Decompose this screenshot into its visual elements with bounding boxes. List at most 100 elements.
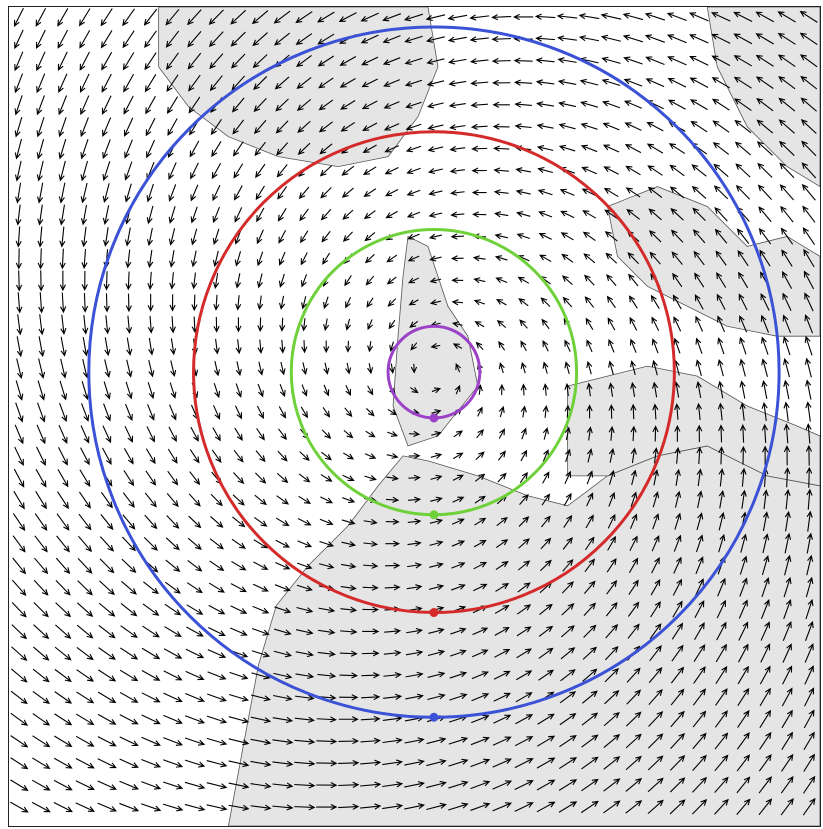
wind-arrow <box>781 270 793 289</box>
wind-arrow <box>691 799 708 815</box>
wind-arrow <box>16 314 23 336</box>
wind-arrow <box>122 30 135 49</box>
wind-arrow <box>762 511 769 532</box>
wind-arrow <box>338 738 360 745</box>
wind-arrow <box>600 12 622 20</box>
wind-arrow <box>586 360 593 375</box>
wind-arrow <box>783 379 790 400</box>
wind-arrow <box>255 450 266 463</box>
wind-arrow <box>541 493 551 506</box>
wind-arrow <box>384 584 401 591</box>
wind-arrow <box>586 470 594 485</box>
wind-arrow <box>804 335 813 356</box>
wind-arrow <box>10 712 29 726</box>
wind-arrow <box>520 340 527 352</box>
wind-arrow <box>780 798 794 816</box>
wind-arrow <box>273 628 292 636</box>
wind-arrow <box>431 409 442 416</box>
wind-arrow <box>564 361 571 375</box>
wind-arrow <box>212 250 219 268</box>
wind-arrow <box>517 582 531 593</box>
wind-arrow <box>301 362 308 376</box>
wind-arrow <box>535 35 555 42</box>
wind-arrow <box>560 210 575 219</box>
wind-arrow <box>448 758 469 767</box>
wind-arrow <box>603 733 621 749</box>
blue-circle-marker <box>429 712 439 722</box>
wind-arrow <box>235 361 242 377</box>
wind-arrow <box>213 360 221 377</box>
wind-arrow <box>630 381 637 398</box>
wind-arrow <box>669 799 686 815</box>
wind-arrow <box>672 294 682 310</box>
wind-arrow <box>339 78 356 88</box>
wind-arrow <box>647 186 663 198</box>
wind-arrow <box>696 490 704 509</box>
wind-arrow <box>604 689 620 705</box>
wind-arrow <box>718 511 726 531</box>
wind-arrow <box>762 533 770 554</box>
wind-arrow <box>452 496 465 503</box>
wind-arrow <box>783 423 790 444</box>
wind-arrow <box>581 690 598 704</box>
wind-arrow <box>361 56 379 66</box>
wind-arrow <box>739 577 748 597</box>
wind-arrow <box>145 95 156 115</box>
wind-arrow <box>278 230 287 244</box>
wind-arrow <box>404 803 426 810</box>
wind-arrow <box>257 317 264 333</box>
wind-arrow <box>492 736 512 746</box>
wind-arrow <box>514 780 534 790</box>
wind-arrow <box>123 95 134 115</box>
wind-arrow <box>629 513 638 530</box>
wind-arrow <box>36 160 44 182</box>
wind-arrow <box>185 693 205 703</box>
wind-arrow <box>651 535 660 552</box>
wind-arrow <box>36 138 45 160</box>
wind-arrow <box>103 227 110 247</box>
wind-arrow <box>605 252 618 264</box>
wind-arrow <box>666 34 687 44</box>
wind-arrow <box>168 206 176 224</box>
wind-arrow <box>119 758 139 768</box>
wind-arrow <box>56 513 70 531</box>
wind-arrow <box>405 123 422 131</box>
wind-arrow <box>800 75 818 90</box>
wind-arrow <box>584 536 595 551</box>
wind-arrow <box>491 14 512 21</box>
wind-arrow <box>187 30 202 48</box>
wind-arrow <box>645 56 665 65</box>
wind-arrow <box>316 782 338 789</box>
wind-arrow <box>428 627 445 634</box>
wind-arrow <box>756 98 774 112</box>
wind-arrow <box>630 425 637 442</box>
wind-arrow <box>297 518 312 526</box>
wind-arrow <box>235 273 242 289</box>
wind-arrow <box>59 248 66 270</box>
wind-arrow <box>388 319 396 330</box>
wind-arrow <box>517 604 532 615</box>
wind-arrow <box>386 254 398 263</box>
wind-arrow <box>738 621 749 641</box>
wind-arrow <box>430 452 443 459</box>
wind-arrow <box>14 51 24 72</box>
wind-arrow <box>164 603 182 616</box>
wind-arrow <box>252 583 269 592</box>
wind-arrow <box>231 560 247 571</box>
wind-arrow <box>472 627 489 636</box>
wind-arrow <box>471 714 490 724</box>
wind-arrow <box>279 339 286 354</box>
wind-arrow <box>124 425 134 443</box>
wind-arrow <box>648 230 662 243</box>
wind-arrow <box>670 207 684 221</box>
wind-arrow <box>579 78 599 86</box>
wind-arrow <box>37 248 44 270</box>
wind-arrow <box>473 539 487 548</box>
wind-arrow <box>427 167 443 175</box>
wind-arrow <box>230 31 246 47</box>
wind-arrow <box>208 626 226 637</box>
wind-arrow <box>496 516 508 527</box>
wind-arrow <box>696 468 703 487</box>
wind-arrow <box>100 8 113 27</box>
wind-arrow <box>15 248 22 270</box>
